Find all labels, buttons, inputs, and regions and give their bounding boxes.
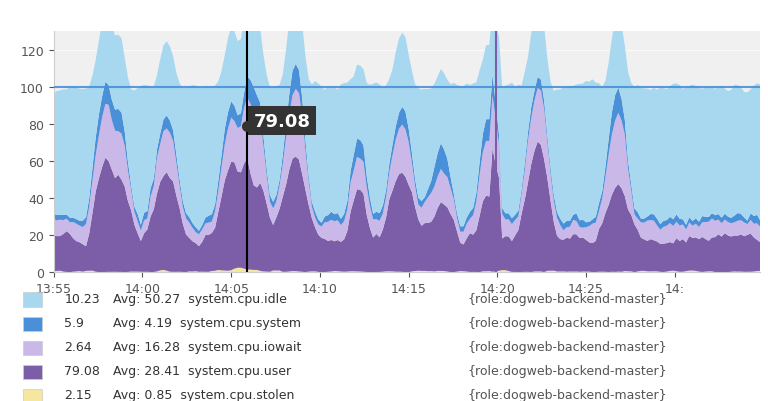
Text: 10.23: 10.23 bbox=[65, 292, 100, 305]
Text: Avg: 28.41  system.cpu.user: Avg: 28.41 system.cpu.user bbox=[113, 365, 291, 377]
Text: Avg: 4.19  system.cpu.system: Avg: 4.19 system.cpu.system bbox=[113, 316, 301, 329]
FancyBboxPatch shape bbox=[23, 389, 41, 401]
FancyBboxPatch shape bbox=[23, 293, 41, 307]
Text: 2.15: 2.15 bbox=[65, 389, 92, 401]
Text: Avg: 0.85  system.cpu.stolen: Avg: 0.85 system.cpu.stolen bbox=[113, 389, 295, 401]
Text: Avg: 50.27  system.cpu.idle: Avg: 50.27 system.cpu.idle bbox=[113, 292, 287, 305]
Text: {role:dogweb-backend-master}: {role:dogweb-backend-master} bbox=[467, 292, 667, 305]
Text: Avg: 16.28  system.cpu.iowait: Avg: 16.28 system.cpu.iowait bbox=[113, 340, 302, 353]
Text: 79.08: 79.08 bbox=[65, 365, 100, 377]
Text: 5.9: 5.9 bbox=[65, 316, 84, 329]
Text: {role:dogweb-backend-master}: {role:dogweb-backend-master} bbox=[467, 389, 667, 401]
Text: 2.64: 2.64 bbox=[65, 340, 92, 353]
FancyBboxPatch shape bbox=[23, 317, 41, 331]
FancyBboxPatch shape bbox=[23, 341, 41, 355]
FancyBboxPatch shape bbox=[23, 365, 41, 379]
Text: {role:dogweb-backend-master}: {role:dogweb-backend-master} bbox=[467, 340, 667, 353]
Text: 79.08: 79.08 bbox=[253, 112, 311, 130]
Text: {role:dogweb-backend-master}: {role:dogweb-backend-master} bbox=[467, 365, 667, 377]
Text: {role:dogweb-backend-master}: {role:dogweb-backend-master} bbox=[467, 316, 667, 329]
